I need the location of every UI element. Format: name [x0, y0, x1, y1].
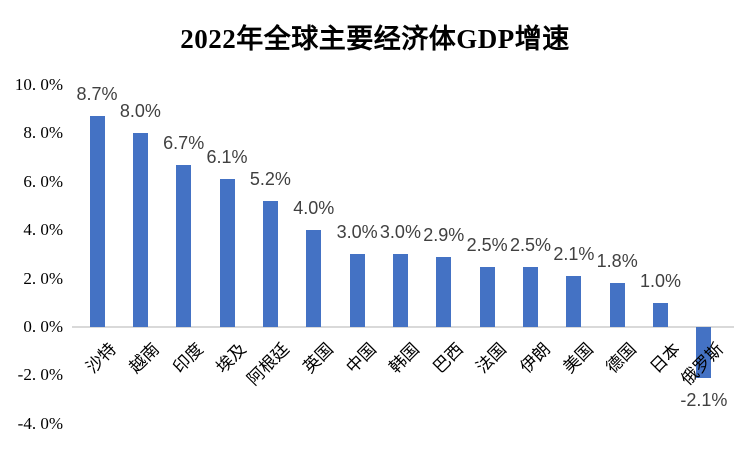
bar-value-label: 8.7% — [76, 84, 118, 105]
y-axis-tick-label: -4. 0% — [17, 413, 63, 433]
bar-value-label: 1.8% — [596, 251, 638, 272]
bar-value-label: 3.0% — [336, 222, 378, 243]
bar — [523, 266, 538, 327]
bar — [176, 164, 192, 327]
x-axis-category-label: 英国 — [299, 339, 337, 378]
bar — [132, 133, 148, 327]
bar — [479, 266, 495, 327]
bar-value-label: 2.1% — [553, 244, 595, 265]
bar — [436, 256, 452, 327]
x-axis-category-label: 韩国 — [385, 339, 424, 378]
y-axis-tick-label: 4. 0% — [23, 220, 63, 240]
bar — [696, 327, 712, 378]
x-axis-category-label: 德国 — [602, 339, 641, 378]
bar-value-label: 2.5% — [509, 234, 552, 255]
bar-value-label: 5.2% — [249, 169, 291, 190]
bar — [392, 254, 408, 327]
y-axis-tick-label: 8. 0% — [23, 123, 63, 143]
chart-title: 2022年全球主要经济体GDP增速 — [180, 24, 570, 54]
y-axis-tick-label: -2. 0% — [17, 365, 63, 385]
y-axis-tick-label: 6. 0% — [23, 171, 63, 191]
bar-value-label: -2.1% — [680, 389, 728, 410]
x-axis-category-label: 俄罗斯 — [677, 339, 727, 390]
bar — [262, 201, 278, 327]
y-axis-tick-label: 0. 0% — [23, 317, 63, 336]
bar — [306, 230, 322, 327]
bar — [349, 254, 365, 327]
x-axis-category-label: 巴西 — [429, 339, 467, 378]
x-axis-category-label: 阿根廷 — [243, 339, 294, 390]
bar-value-label: 8.0% — [119, 101, 161, 122]
x-axis-category-label: 中国 — [342, 339, 381, 378]
bar — [566, 276, 582, 327]
bar-value-label: 1.0% — [640, 270, 682, 291]
x-axis-category-label: 伊朗 — [515, 339, 554, 378]
y-axis-tick-label: 10. 0% — [14, 75, 63, 94]
bar — [653, 302, 669, 327]
bar-value-label: 6.1% — [206, 147, 248, 168]
bar-value-label: 2.5% — [466, 234, 508, 255]
y-axis-tick-label: 2. 0% — [23, 268, 63, 288]
bar-value-label: 2.9% — [423, 224, 465, 245]
x-axis-category-label: 越南 — [125, 339, 164, 378]
bar-value-label: 6.7% — [163, 132, 205, 153]
x-axis-category-label: 印度 — [169, 339, 207, 378]
bar — [609, 283, 625, 327]
bar — [219, 179, 235, 327]
x-axis-line — [72, 326, 734, 328]
bar — [89, 116, 105, 327]
x-axis-category-label: 美国 — [559, 339, 597, 378]
x-axis-category-label: 沙特 — [82, 339, 120, 378]
bar-value-label: 4.0% — [293, 198, 335, 219]
x-axis-category-label: 法国 — [472, 339, 511, 378]
bar-value-label: 3.0% — [379, 222, 421, 243]
